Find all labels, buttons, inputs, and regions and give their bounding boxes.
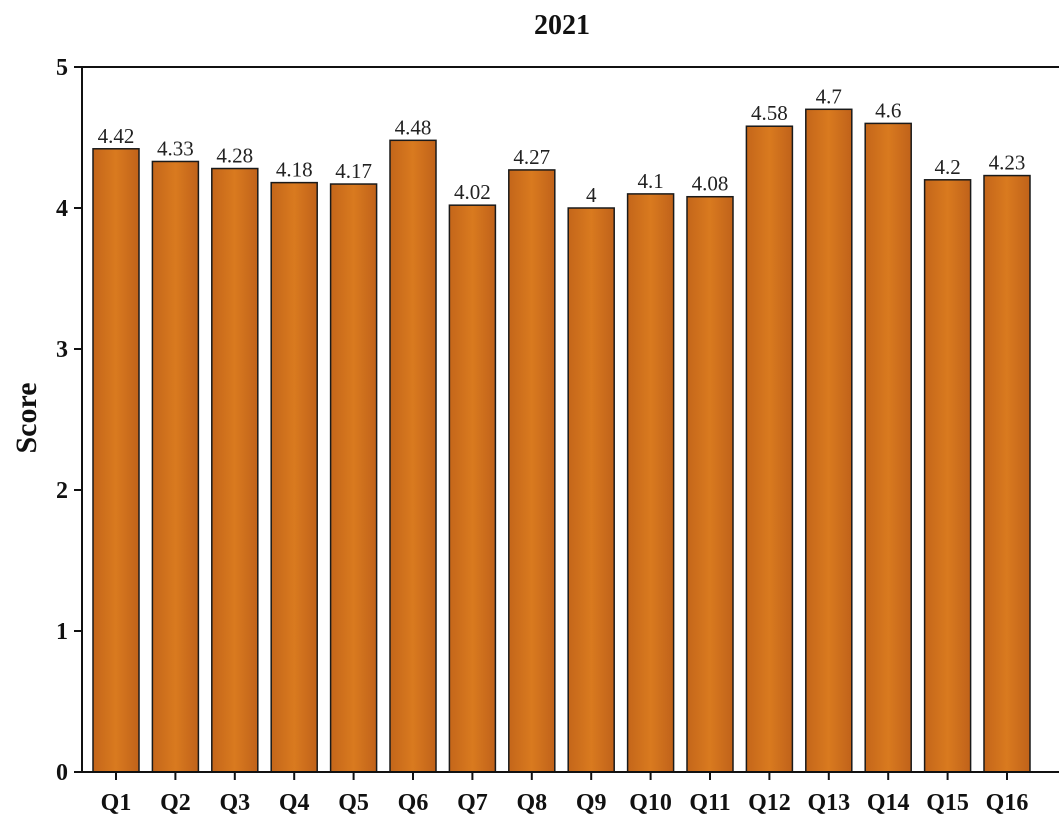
data-label-q11: 4.08	[692, 172, 729, 196]
bar-q2	[151, 160, 200, 773]
x-tick-label-q6: Q6	[398, 790, 429, 816]
x-tick-label-q4: Q4	[279, 790, 310, 816]
y-tick-label: 2	[56, 478, 68, 504]
x-tick-label-q12: Q12	[748, 790, 791, 816]
x-tick-label-q3: Q3	[219, 790, 250, 816]
y-axis-ticks: 0 1 2 3 4 5	[56, 55, 82, 786]
bars	[92, 108, 1031, 773]
chart-title: 2021	[534, 10, 590, 41]
data-label-q15: 4.2	[934, 155, 960, 179]
bar-q14	[864, 122, 912, 773]
data-label-q2: 4.33	[157, 136, 194, 160]
x-tick-label-q16: Q16	[986, 790, 1029, 816]
data-label-q5: 4.17	[335, 159, 372, 183]
y-tick-label: 5	[56, 55, 68, 81]
y-axis-label: Score	[10, 382, 43, 453]
bar-q10	[626, 193, 675, 773]
data-label-q1: 4.42	[98, 124, 135, 148]
bar-q4	[270, 181, 318, 773]
data-label-q3: 4.28	[216, 144, 253, 168]
x-tick-label-q8: Q8	[516, 790, 547, 816]
x-tick-label-q11: Q11	[689, 790, 730, 816]
x-tick-label-q7: Q7	[457, 790, 488, 816]
bar-q15	[923, 179, 972, 773]
data-label-q7: 4.02	[454, 180, 491, 204]
x-tick-label-q2: Q2	[160, 790, 191, 816]
bar-q12	[745, 125, 794, 773]
x-tick-label-q14: Q14	[867, 790, 910, 816]
y-tick-label: 1	[56, 619, 68, 645]
x-tick-label-q1: Q1	[101, 790, 132, 816]
x-tick-label-q9: Q9	[576, 790, 607, 816]
data-label-q10: 4.1	[637, 169, 663, 193]
bar-q7	[448, 204, 497, 773]
data-label-q6: 4.48	[395, 115, 432, 139]
bar-q9	[567, 207, 615, 773]
bar-q8	[508, 169, 556, 773]
x-tick-label-q15: Q15	[926, 790, 969, 816]
x-tick-label-q10: Q10	[629, 790, 672, 816]
data-label-q8: 4.27	[513, 145, 550, 169]
y-tick-label: 3	[56, 337, 68, 363]
data-label-q9: 4	[586, 183, 597, 207]
x-tick-label-q5: Q5	[338, 790, 369, 816]
bar-q11	[686, 195, 734, 773]
data-label-q14: 4.6	[875, 98, 901, 122]
y-tick-label: 0	[56, 760, 68, 786]
axes-frame	[81, 66, 1059, 773]
data-label-q13: 4.7	[816, 84, 842, 108]
bar-q3	[211, 167, 259, 773]
bar-q16	[983, 174, 1031, 773]
bar-q5	[329, 183, 378, 773]
bar-q6	[389, 139, 437, 773]
x-axis-ticks: Q1 Q2 Q3 Q4 Q5 Q6 Q7 Q8 Q9 Q10 Q11 Q12 Q13 Q14 Q15 Q16	[101, 772, 1029, 816]
data-label-q16: 4.23	[989, 151, 1026, 175]
bar-q1	[92, 148, 140, 773]
x-tick-label-q13: Q13	[807, 790, 850, 816]
bar-q13	[805, 108, 853, 773]
y-tick-label: 4	[56, 196, 68, 222]
data-labels: 4.42 4.33 4.28 4.18 4.17 4.48 4.02 4.27 4 4.1 4.08…	[98, 84, 1026, 207]
data-label-q12: 4.58	[751, 101, 788, 125]
data-label-q4: 4.18	[276, 158, 313, 182]
